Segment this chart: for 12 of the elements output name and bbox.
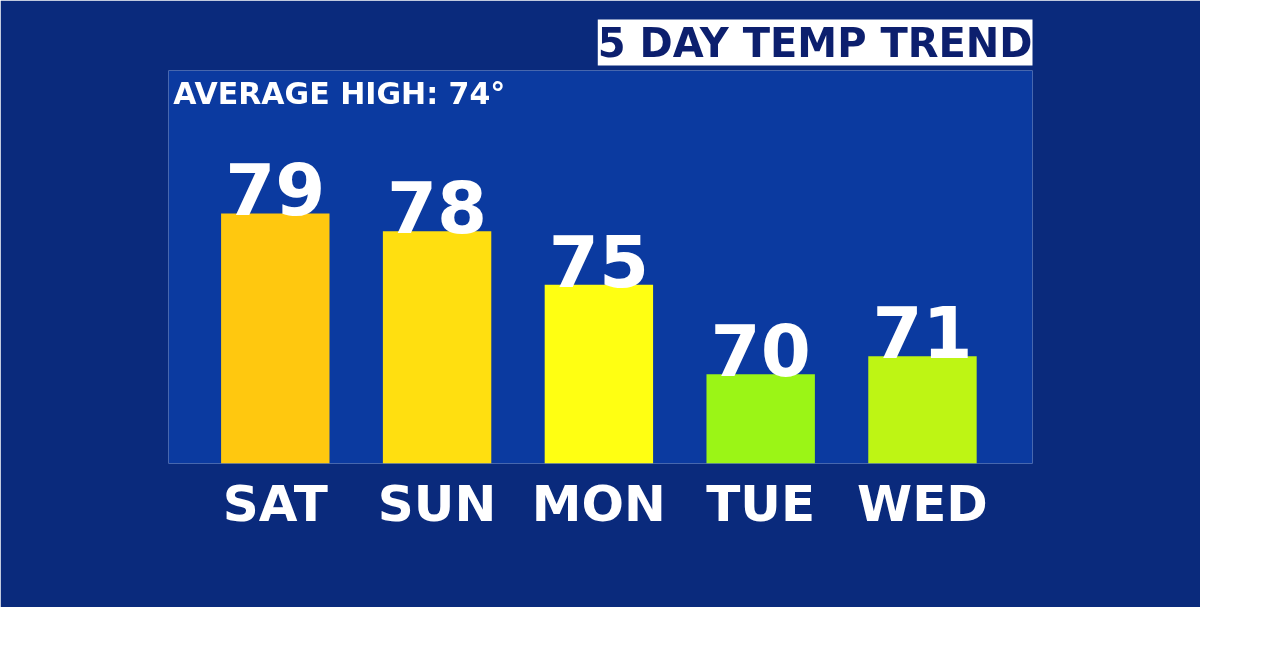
x-tick-label: SAT [222, 474, 328, 533]
data-label: 70 [710, 309, 811, 394]
data-label: 79 [225, 148, 326, 233]
annotation: AVERAGE HIGH: 74° [173, 75, 506, 111]
x-tick-label: WED [857, 474, 988, 533]
data-label: 71 [872, 291, 973, 376]
x-tick-label: SUN [377, 474, 497, 533]
data-label: 78 [386, 166, 488, 251]
data-label: 75 [548, 219, 649, 304]
x-tick-label: MON [531, 474, 666, 533]
x-tick-label: TUE [706, 474, 816, 533]
chart-title: 5 DAY TEMP TREND [597, 19, 1033, 66]
